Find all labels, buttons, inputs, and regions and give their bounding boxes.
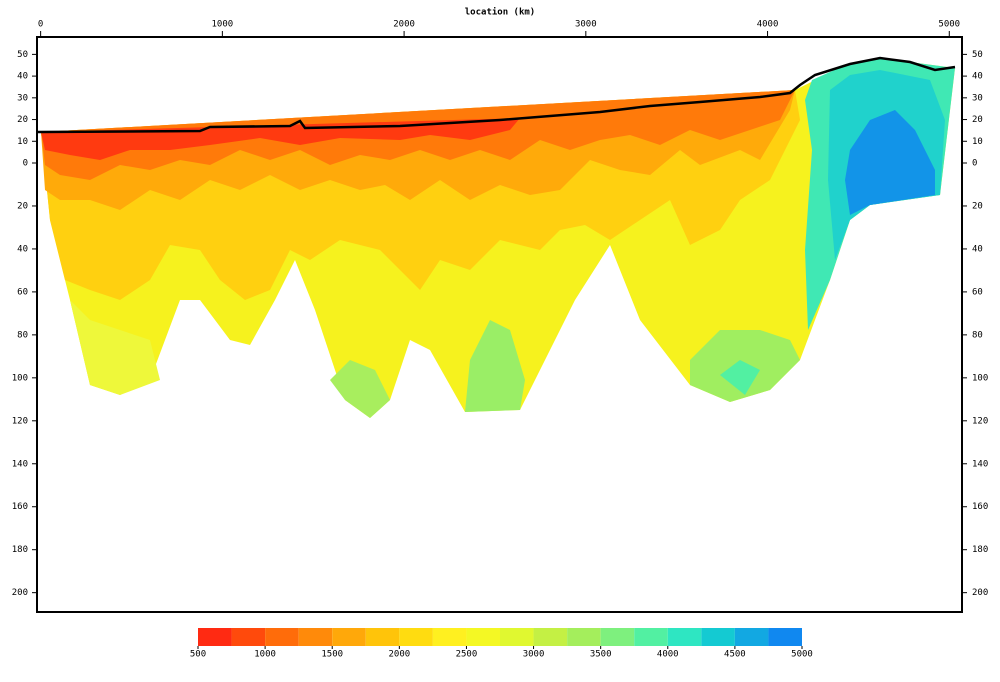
colorbar-label: 4000 xyxy=(657,650,679,660)
colorbar-label: 500 xyxy=(190,650,206,660)
x-tick-label: 5000 xyxy=(938,20,960,30)
colorbar-label: 3000 xyxy=(523,650,545,660)
y-tick-label-right: 140 xyxy=(972,459,988,469)
y-tick-label-right: 100 xyxy=(972,373,988,383)
colorbar-cell xyxy=(567,628,601,646)
y-tick-label-right: 30 xyxy=(972,93,983,103)
y-tick-label-right: 20 xyxy=(972,201,983,211)
x-tick-label: 4000 xyxy=(757,20,779,30)
y-tick-label-left: 20 xyxy=(17,115,28,125)
x-tick-label: 2000 xyxy=(393,20,415,30)
field-blue xyxy=(845,110,935,215)
colorbar-cell xyxy=(298,628,333,646)
y-tick-label-right: 80 xyxy=(972,330,983,340)
colorbar-label: 2000 xyxy=(388,650,410,660)
colorbar-cell xyxy=(198,628,232,646)
colorbar-cell xyxy=(500,628,534,646)
y-tick-label-right: 50 xyxy=(972,50,983,60)
x-tick-label: 3000 xyxy=(575,20,597,30)
colorbar-label: 4500 xyxy=(724,650,746,660)
field-green-1 xyxy=(330,360,390,418)
colorbar-label: 1000 xyxy=(254,650,276,660)
colorbar-cell xyxy=(667,628,702,646)
colorbar-label: 5000 xyxy=(791,650,813,660)
x-axis-label: location (km) xyxy=(465,7,535,18)
colorbar-cell xyxy=(365,628,400,646)
y-tick-label-left: 50 xyxy=(17,50,28,60)
colorbar-cell xyxy=(466,628,500,646)
y-tick-label-left: 40 xyxy=(17,244,28,254)
colorbar-cell xyxy=(533,628,568,646)
y-tick-label-right: 180 xyxy=(972,545,988,555)
y-tick-label-left: 160 xyxy=(12,502,28,512)
x-tick-label: 1000 xyxy=(212,20,234,30)
colorbar-cell xyxy=(768,628,802,646)
y-tick-label-right: 10 xyxy=(972,137,983,147)
colorbar-label: 2500 xyxy=(456,650,478,660)
y-tick-label-right: 120 xyxy=(972,416,988,426)
y-tick-label-right: 40 xyxy=(972,244,983,254)
field-red xyxy=(41,118,520,160)
colorbar-cell xyxy=(265,628,299,646)
y-tick-label-right: 0 xyxy=(972,159,977,169)
field-teal-3 xyxy=(720,360,760,395)
x-tick-label: 0 xyxy=(38,20,43,30)
y-tick-label-left: 10 xyxy=(17,137,28,147)
colorbar-cell xyxy=(399,628,433,646)
topography xyxy=(37,56,956,134)
colorbar-cell xyxy=(231,628,266,646)
y-tick-label-left: 30 xyxy=(17,93,28,103)
field-green-2 xyxy=(465,320,525,412)
y-tick-label-right: 160 xyxy=(972,502,988,512)
y-tick-label-left: 60 xyxy=(17,287,28,297)
velocity-field xyxy=(37,56,956,418)
y-tick-label-left: 80 xyxy=(17,330,28,340)
y-tick-label-right: 200 xyxy=(972,588,988,598)
colorbar-cell xyxy=(432,628,467,646)
colorbar-cell xyxy=(701,628,735,646)
y-tick-label-left: 20 xyxy=(17,201,28,211)
y-tick-label-right: 60 xyxy=(972,287,983,297)
y-tick-label-left: 200 xyxy=(12,588,28,598)
colorbar-cell xyxy=(600,628,635,646)
y-tick-label-left: 0 xyxy=(23,159,28,169)
y-tick-label-left: 120 xyxy=(12,416,28,426)
y-tick-label-right: 40 xyxy=(972,72,983,82)
y-tick-label-left: 40 xyxy=(17,72,28,82)
colorbar-cell xyxy=(634,628,668,646)
plot-frame xyxy=(36,36,963,613)
colorbar-cell xyxy=(332,628,366,646)
y-tick-label-left: 140 xyxy=(12,459,28,469)
y-tick-label-left: 100 xyxy=(12,373,28,383)
y-tick-label-right: 20 xyxy=(972,115,983,125)
colorbar-label: 3500 xyxy=(590,650,612,660)
field-lightyellow xyxy=(70,300,160,395)
colorbar-cell xyxy=(734,628,769,646)
colorbar-label: 1500 xyxy=(321,650,343,660)
y-tick-label-left: 180 xyxy=(12,545,28,555)
